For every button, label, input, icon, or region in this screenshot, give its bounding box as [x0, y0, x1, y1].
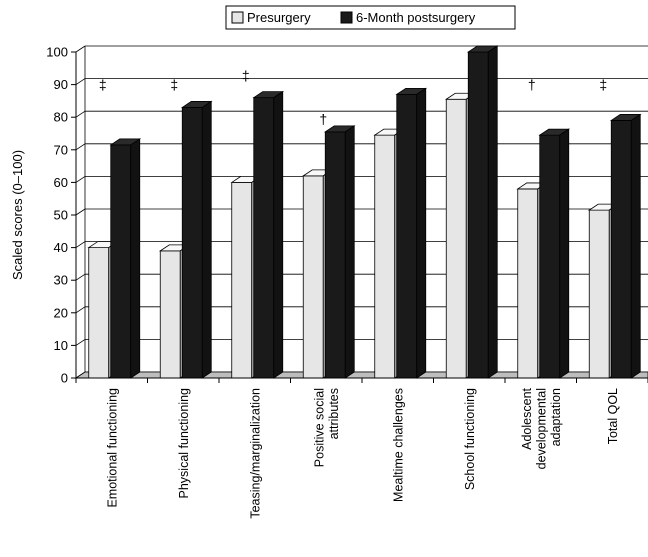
bar-presurgery-front: [159, 250, 181, 379]
gridline-depth: [75, 78, 86, 85]
category-label: Positive socialattributes: [313, 388, 342, 467]
category-label: Adolescentdevelopmentaladaptation: [520, 387, 563, 469]
legend-label-presurgery: Presurgery: [247, 10, 311, 25]
category-label-line: Adolescent: [520, 387, 534, 449]
category-label: School functioning: [463, 388, 477, 490]
significance-marker: ‡: [99, 77, 107, 93]
category-label-line: Emotional functioning: [105, 388, 119, 508]
gridline-depth: [75, 241, 86, 248]
category-label-line: Mealtime challenges: [391, 388, 405, 502]
significance-marker: ‡: [170, 77, 178, 93]
bar-postsurgery-side: [201, 100, 212, 379]
bar-presurgery-front: [445, 98, 467, 379]
y-tick-label: 30: [54, 273, 68, 288]
category-label-line: Teasing/marginalization: [248, 388, 262, 519]
legend: Presurgery 6-Month postsurgery: [225, 5, 516, 30]
category-label-line: School functioning: [463, 388, 477, 490]
y-tick-label: 70: [54, 142, 68, 157]
bar-postsurgery: [395, 87, 428, 379]
bar-postsurgery-side: [630, 113, 641, 379]
bar-presurgery-front: [374, 134, 396, 379]
category-label-line: attributes: [327, 388, 341, 439]
y-tick-label: 60: [54, 175, 68, 190]
bars: [87, 45, 642, 379]
gridline-depth: [75, 339, 86, 346]
bar-presurgery-front: [517, 188, 539, 379]
bar-postsurgery-side: [344, 125, 355, 379]
y-tick-label: 10: [54, 338, 68, 353]
bar-presurgery-front: [231, 181, 253, 379]
legend-swatch-postsurgery: [340, 11, 353, 24]
y-tick-labels: 0 10 20 30 40 50 60 70 80 90 100: [46, 45, 68, 386]
gridline-depth: [75, 45, 86, 53]
y-tick-label: 100: [46, 45, 68, 60]
category-label-line: developmental: [534, 388, 548, 469]
legend-label-postsurgery: 6-Month postsurgery: [356, 10, 476, 25]
significance-marker: ‡: [599, 77, 607, 93]
y-tick-label: 20: [54, 305, 68, 320]
y-axis-label: Scaled scores (0–100): [10, 150, 25, 280]
gridline-depth: [75, 110, 86, 118]
y-tick-label: 0: [61, 371, 68, 386]
bar-presurgery-front: [302, 175, 324, 379]
bar-postsurgery-front: [610, 120, 632, 379]
bar-postsurgery-front: [253, 97, 275, 379]
y-tick-label: 90: [54, 77, 68, 92]
bar-postsurgery-side: [559, 128, 570, 379]
category-label: Teasing/marginalization: [248, 388, 262, 519]
bar-postsurgery: [609, 113, 642, 379]
category-label: Total QOL: [606, 388, 620, 444]
category-label-line: Physical functioning: [177, 388, 191, 499]
bar-postsurgery-front: [396, 93, 418, 379]
y-tick-label: 50: [54, 208, 68, 223]
bar-postsurgery-side: [130, 138, 141, 379]
bar-postsurgery-front: [467, 51, 489, 379]
bar-postsurgery: [538, 128, 571, 379]
bar-postsurgery: [109, 138, 142, 379]
bar-postsurgery-side: [273, 90, 284, 379]
bar-presurgery-front: [588, 209, 610, 379]
bar-postsurgery-front: [110, 144, 132, 379]
axes: [71, 51, 648, 383]
bar-postsurgery: [466, 45, 499, 379]
significance-markers: ‡ ‡ ‡ † † ‡: [99, 68, 607, 127]
bar-postsurgery-front: [324, 131, 346, 379]
gridline-depth: [75, 273, 86, 281]
category-label: Emotional functioning: [105, 388, 119, 508]
significance-marker: †: [528, 77, 536, 93]
y-tick-label: 40: [54, 240, 68, 255]
gridline-depth: [75, 306, 86, 314]
category-label-line: Positive social: [313, 388, 327, 467]
bar-postsurgery-front: [539, 134, 561, 379]
bar-postsurgery: [180, 100, 213, 379]
significance-marker: †: [319, 111, 327, 127]
category-labels: Emotional functioning Physical functionin…: [105, 387, 620, 518]
gridline-depth: [75, 143, 86, 151]
category-label-line: adaptation: [549, 388, 563, 446]
bar-postsurgery: [252, 90, 285, 379]
significance-marker: ‡: [242, 68, 250, 84]
legend-swatch-presurgery: [231, 11, 244, 24]
bar-postsurgery-side: [487, 45, 498, 379]
category-label: Physical functioning: [177, 388, 191, 499]
gridline-depth: [75, 176, 86, 183]
legend-box: [225, 5, 516, 30]
y-tick-label: 80: [54, 110, 68, 125]
bar-postsurgery-side: [416, 87, 427, 379]
category-label-line: Total QOL: [606, 388, 620, 444]
bar-postsurgery-front: [181, 107, 203, 379]
category-label: Mealtime challenges: [391, 388, 405, 502]
bar-postsurgery: [323, 125, 356, 379]
gridline-depth: [75, 208, 86, 216]
bar-presurgery-front: [88, 247, 110, 379]
